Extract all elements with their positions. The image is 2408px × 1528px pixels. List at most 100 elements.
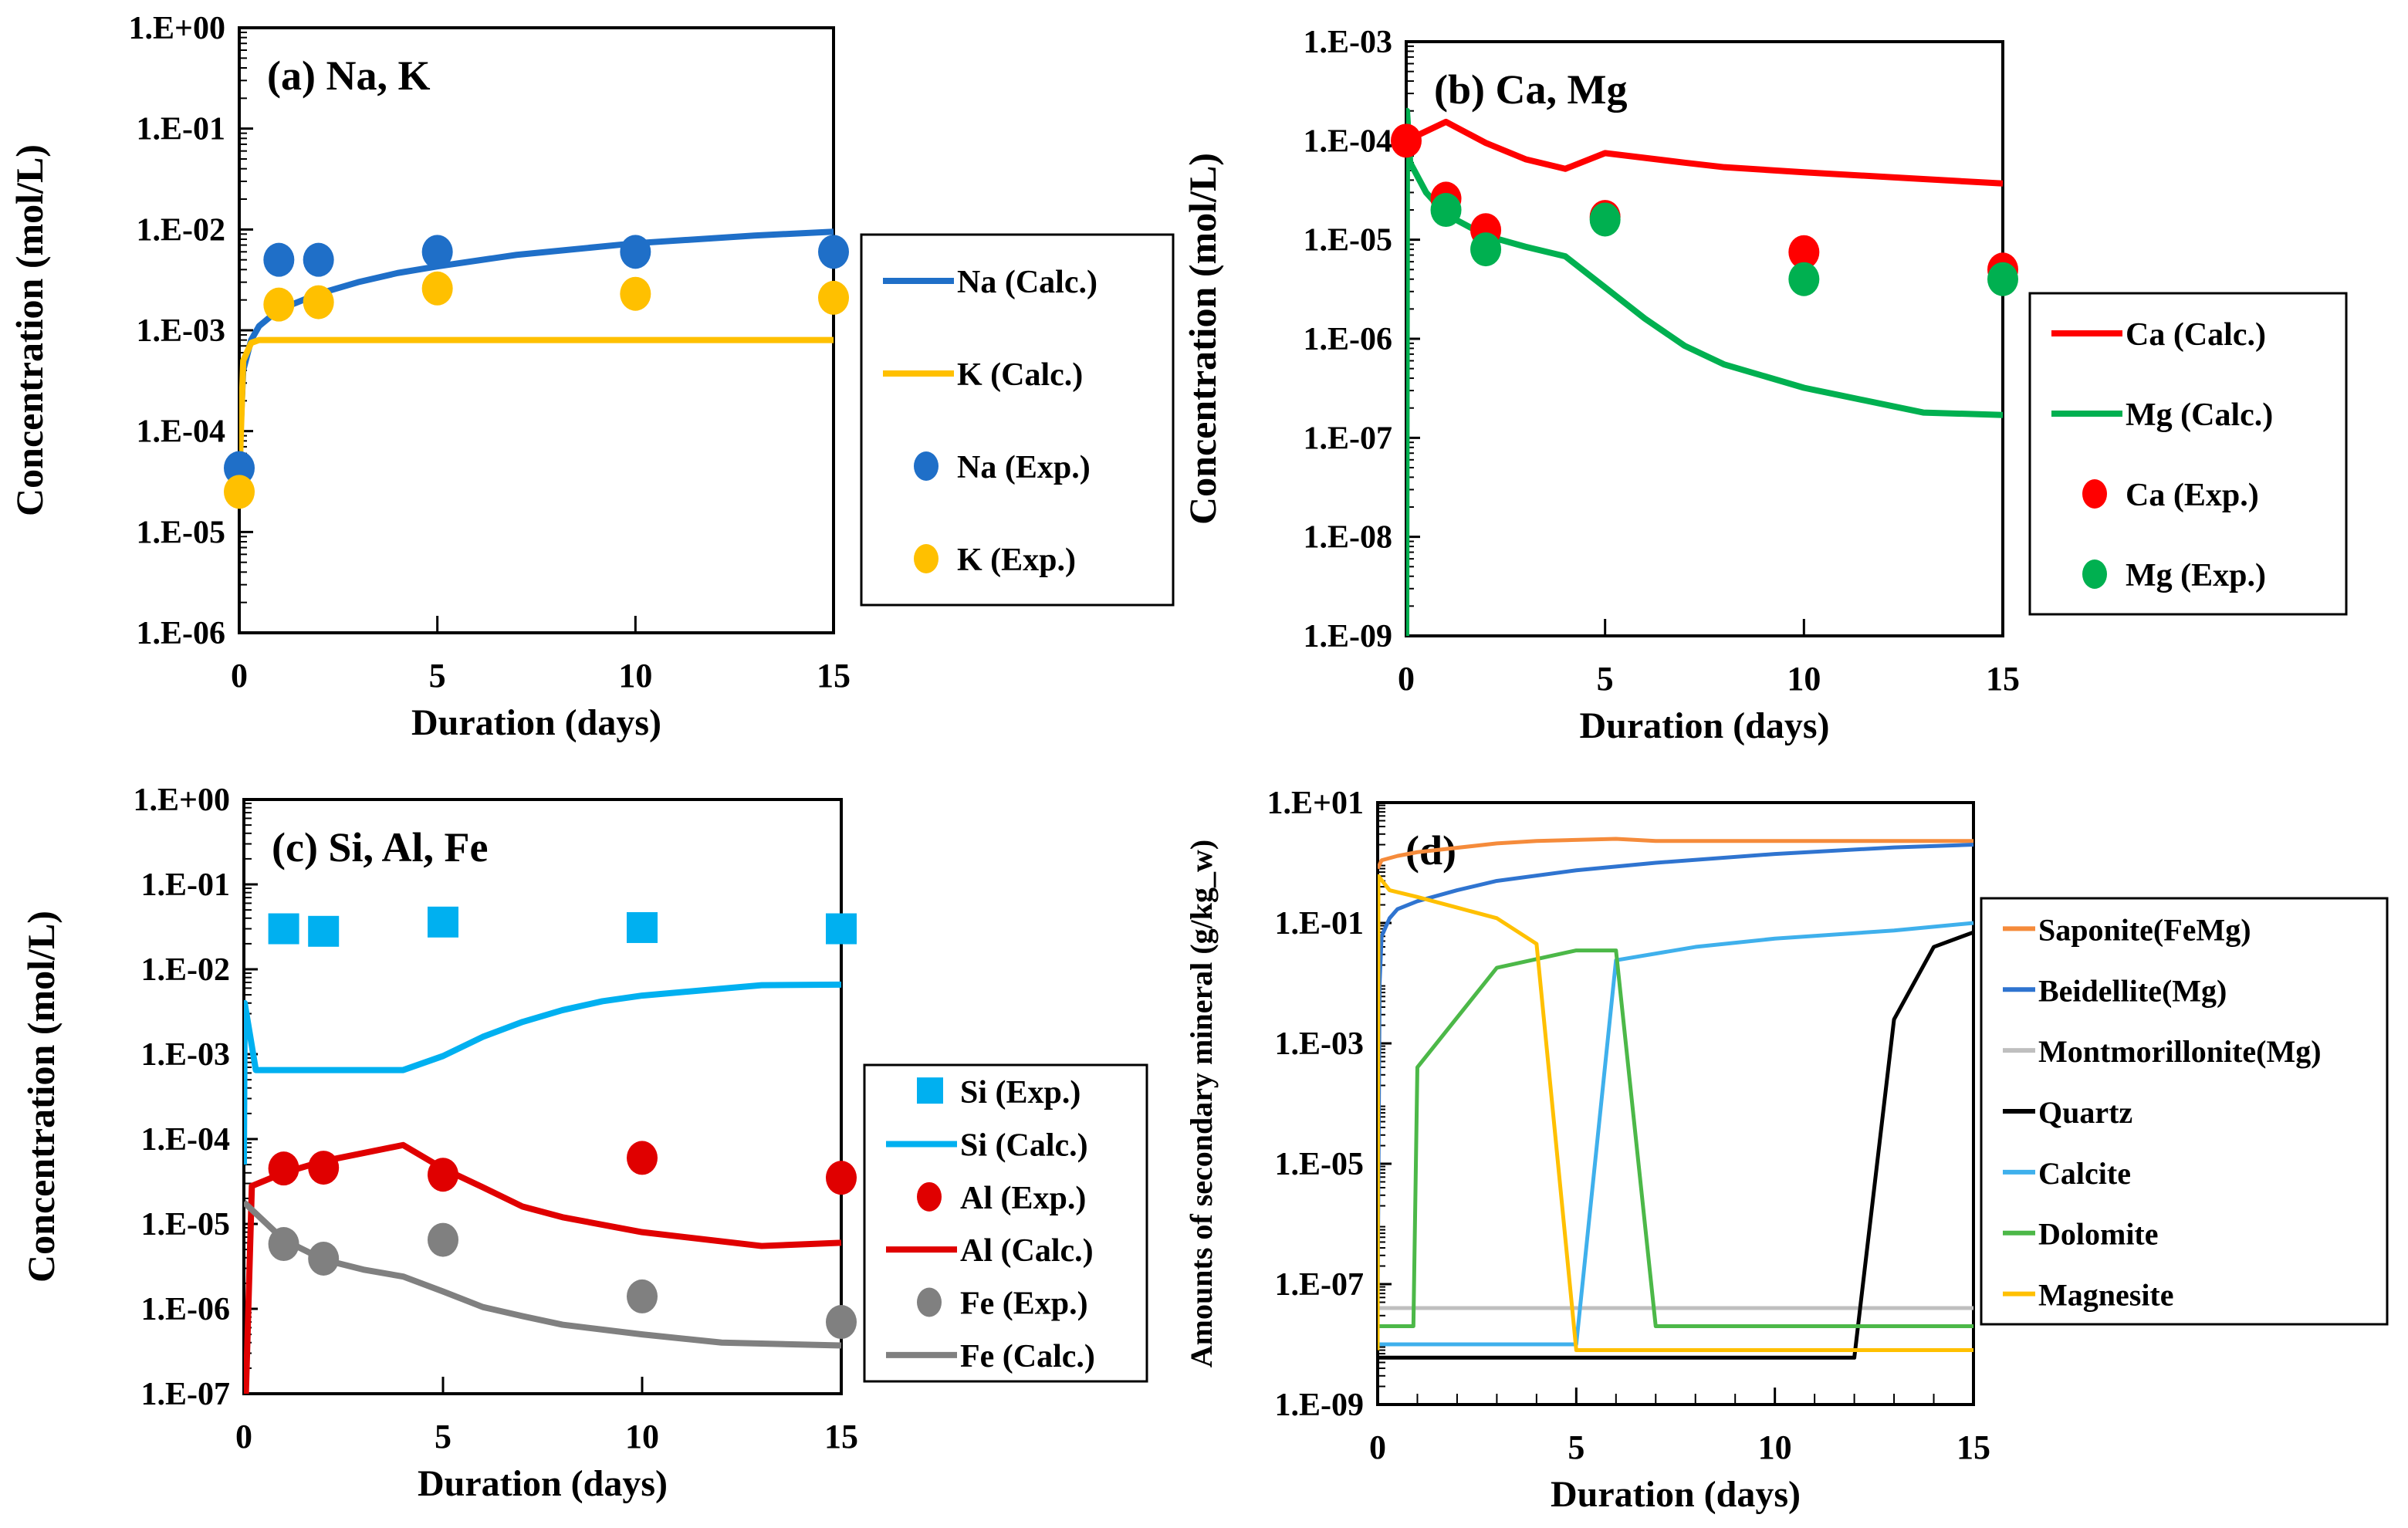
legend-item: Al (Exp.) bbox=[917, 1181, 1086, 1216]
series-line-fe-calc- bbox=[244, 1200, 842, 1349]
legend-item: Montmorillonite(Mg) bbox=[2003, 1034, 2322, 1069]
y-tick-label: 1.E-09 bbox=[1275, 1388, 1365, 1423]
data-point-si-exp- bbox=[826, 913, 857, 945]
data-point-si-exp- bbox=[268, 913, 299, 945]
legend-item: K (Exp.) bbox=[914, 543, 1076, 578]
y-tick-label: 1.E-05 bbox=[137, 515, 226, 550]
data-point-mg-exp- bbox=[1430, 193, 1462, 228]
y-tick-label: 1.E-01 bbox=[137, 112, 226, 147]
legend-item: Fe (Calc.) bbox=[886, 1339, 1095, 1374]
data-point-ca-exp- bbox=[1391, 123, 1422, 158]
x-tick-label: 0 bbox=[235, 1418, 252, 1455]
y-tick-label: 1.E-08 bbox=[1304, 520, 1393, 556]
legend-square-swatch bbox=[917, 1077, 943, 1104]
legend-label: Montmorillonite(Mg) bbox=[2038, 1034, 2322, 1069]
data-point-k-exp- bbox=[263, 287, 295, 322]
x-tick-label: 10 bbox=[1758, 1428, 1792, 1466]
x-axis-label: Duration (days) bbox=[1551, 1474, 1801, 1515]
data-point-na-exp- bbox=[263, 242, 295, 277]
series-line-saponite-femg- bbox=[1378, 837, 1973, 870]
legend-label: Fe (Calc.) bbox=[960, 1339, 1095, 1374]
plot-area bbox=[238, 26, 835, 634]
legend-circle-swatch bbox=[914, 451, 939, 481]
y-tick-label: 1.E-06 bbox=[137, 616, 226, 651]
legend-label: Al (Calc.) bbox=[960, 1233, 1094, 1269]
legend-label: Al (Exp.) bbox=[960, 1181, 1086, 1216]
legend-label: Na (Calc.) bbox=[957, 265, 1097, 300]
y-axis-label: Concentration (mol/L) bbox=[19, 911, 63, 1283]
legend-item: Quartz bbox=[2003, 1095, 2132, 1130]
legend-item: Magnesite bbox=[2003, 1278, 2174, 1313]
x-tick-label: 0 bbox=[231, 657, 248, 695]
legend-circle-swatch bbox=[917, 1287, 942, 1317]
y-tick-label: 1.E-01 bbox=[1275, 906, 1365, 941]
series-line-beidellite-mg- bbox=[1378, 843, 1974, 1303]
legend-label: Mg (Exp.) bbox=[2126, 558, 2266, 593]
legend-label: Beidellite(Mg) bbox=[2038, 973, 2227, 1008]
legend: Na (Calc.) K (Calc.) Na (Exp.) K (Exp.) bbox=[860, 233, 1175, 607]
series-line-ca-calc- bbox=[1406, 118, 2004, 187]
y-tick-label: 1.E+01 bbox=[1267, 786, 1364, 821]
data-point-mg-exp- bbox=[1987, 262, 2018, 296]
y-tick-label: 1.E-05 bbox=[1275, 1147, 1365, 1182]
data-point-al-exp- bbox=[308, 1151, 340, 1185]
data-point-mg-exp- bbox=[1589, 202, 1621, 237]
y-tick-label: 1.E-02 bbox=[137, 212, 226, 248]
data-point-si-exp- bbox=[308, 915, 340, 947]
chart-panel-b: 1.E-09 1.E-08 1.E-07 1.E-06 1.E-05 1.E-04 1.E-… bbox=[1181, 25, 2348, 746]
y-axis-label: Concentration (mol/L) bbox=[8, 144, 51, 516]
legend-label: K (Exp.) bbox=[957, 543, 1076, 578]
data-point-k-exp- bbox=[421, 271, 453, 306]
series-line-mg-calc- bbox=[1406, 107, 2004, 636]
y-tick-label: 1.E-03 bbox=[1275, 1026, 1365, 1062]
legend-circle-swatch bbox=[2082, 479, 2107, 509]
series-line-calcite bbox=[1378, 921, 1974, 1347]
legend-circle-swatch bbox=[2082, 559, 2107, 589]
y-tick-label: 1.E-09 bbox=[1304, 619, 1393, 654]
x-tick-label: 5 bbox=[435, 1418, 452, 1455]
data-point-k-exp- bbox=[224, 475, 255, 509]
series-line-dolomite bbox=[1378, 948, 1973, 1329]
legend-item: Si (Calc.) bbox=[886, 1128, 1088, 1164]
x-tick-label: 0 bbox=[1369, 1428, 1386, 1466]
data-point-na-exp- bbox=[224, 451, 255, 485]
y-tick-label: 1.E-07 bbox=[141, 1377, 231, 1412]
legend-box bbox=[863, 1063, 1148, 1383]
data-point-na-exp- bbox=[303, 242, 334, 277]
legend-item: Na (Calc.) bbox=[883, 265, 1097, 300]
data-point-fe-exp- bbox=[826, 1305, 857, 1340]
data-point-si-exp- bbox=[627, 911, 658, 943]
data-point-al-exp- bbox=[627, 1141, 658, 1175]
y-tick-label: 1.E-01 bbox=[141, 867, 231, 903]
legend-item: Al (Calc.) bbox=[886, 1233, 1094, 1269]
x-tick-label: 10 bbox=[1787, 660, 1821, 698]
legend: Si (Exp.) Si (Calc.) Al (Exp.) Al (Calc.) Fe… bbox=[863, 1063, 1148, 1383]
data-point-k-exp- bbox=[818, 280, 849, 315]
y-tick-label: 1.E-07 bbox=[1275, 1267, 1365, 1303]
chart-panel-d: 1.E-09 1.E-07 1.E-05 1.E-03 1.E-01 1.E+01 0 5 10… bbox=[1184, 786, 2389, 1515]
legend-label: Mg (Calc.) bbox=[2126, 397, 2273, 433]
panel-title: (b) Ca, Mg bbox=[1434, 66, 1627, 113]
y-tick-label: 1.E-04 bbox=[141, 1122, 231, 1158]
legend-item: Na (Exp.) bbox=[914, 450, 1091, 485]
legend-label: Dolomite bbox=[2038, 1217, 2159, 1252]
panel-title: (c) Si, Al, Fe bbox=[272, 824, 488, 870]
x-tick-label: 15 bbox=[1986, 660, 2020, 698]
data-point-fe-exp- bbox=[268, 1227, 299, 1262]
series-line-k-calc- bbox=[239, 336, 834, 485]
legend-label: Na (Exp.) bbox=[957, 450, 1091, 485]
series-line-si-calc- bbox=[244, 981, 842, 1165]
series-line-quartz bbox=[1378, 930, 1974, 1360]
legend-item: Mg (Exp.) bbox=[2082, 558, 2266, 593]
data-point-na-exp- bbox=[818, 235, 849, 269]
legend-box bbox=[1980, 897, 2389, 1326]
series-line-magnesite bbox=[1378, 874, 1973, 1353]
x-tick-label: 0 bbox=[1398, 660, 1415, 698]
y-tick-label: 1.E+00 bbox=[134, 783, 230, 818]
legend-label: Si (Exp.) bbox=[960, 1075, 1081, 1111]
y-tick-label: 1.E-06 bbox=[141, 1292, 231, 1327]
chart-panel-c: 1.E-07 1.E-06 1.E-05 1.E-04 1.E-03 1.E-02 1.E-… bbox=[19, 783, 1148, 1504]
legend-label: K (Calc.) bbox=[957, 357, 1083, 393]
legend-item: Beidellite(Mg) bbox=[2003, 973, 2227, 1008]
y-tick-label: 1.E-03 bbox=[141, 1037, 231, 1073]
